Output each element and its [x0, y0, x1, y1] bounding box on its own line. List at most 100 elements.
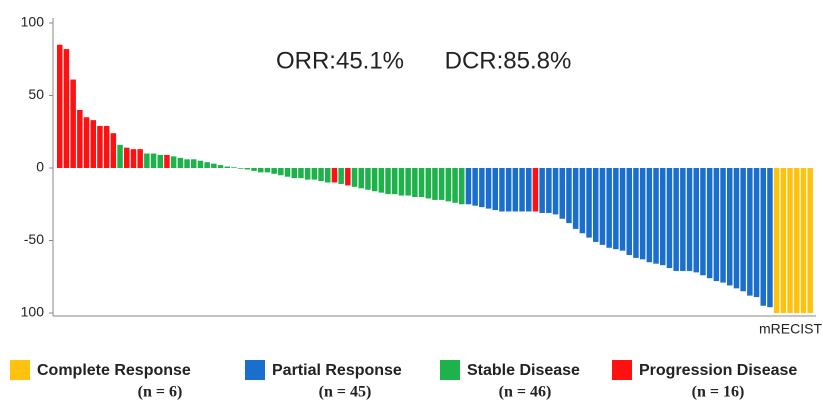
y-tick-label: 100: [21, 14, 45, 30]
bar: [526, 168, 532, 212]
bar: [90, 120, 96, 168]
bar: [298, 168, 304, 179]
bar: [492, 168, 498, 211]
bar: [211, 163, 217, 168]
bar: [626, 168, 632, 255]
legend-label: Stable Disease: [467, 362, 580, 379]
bar: [619, 168, 626, 251]
bar: [512, 168, 519, 212]
bar: [150, 153, 157, 168]
bar: [77, 110, 83, 168]
bar: [83, 117, 90, 168]
bar: [452, 168, 458, 203]
bar: [351, 168, 358, 187]
legend-swatch: [440, 360, 460, 380]
bar: [780, 168, 787, 313]
bar: [673, 168, 679, 271]
bar: [117, 144, 123, 168]
bar: [244, 168, 251, 170]
bar: [164, 154, 170, 168]
y-tick-label: 50: [28, 86, 44, 102]
bar: [338, 168, 344, 184]
bar: [767, 168, 773, 308]
bar: [405, 168, 411, 196]
bar: [392, 168, 398, 195]
bar: [499, 168, 505, 212]
bar: [700, 168, 706, 276]
bar: [539, 168, 545, 213]
bar: [773, 168, 780, 313]
bar: [103, 125, 110, 168]
annotation: ORR:45.1%: [276, 47, 404, 74]
bar: [291, 168, 297, 179]
bar: [124, 147, 130, 168]
bar: [693, 168, 699, 273]
bar: [251, 168, 257, 171]
bar: [425, 168, 431, 199]
bar: [727, 168, 733, 286]
bar: [438, 168, 445, 200]
bar: [680, 168, 686, 271]
bar: [465, 168, 472, 205]
bar: [311, 168, 318, 180]
bar: [720, 168, 726, 283]
bar: [646, 168, 653, 263]
bar: [747, 168, 753, 296]
bar: [345, 168, 351, 186]
bar: [278, 168, 284, 176]
bar: [753, 168, 760, 298]
bar: [519, 168, 525, 212]
bar: [398, 168, 405, 196]
bar: [579, 168, 586, 234]
bar: [586, 168, 592, 238]
bar: [807, 168, 813, 313]
bar: [653, 168, 659, 264]
bar: [479, 168, 485, 208]
bar: [284, 168, 291, 177]
bar: [264, 168, 271, 173]
bar: [331, 168, 338, 183]
bar: [97, 125, 103, 168]
legend-label: Progression Disease: [639, 362, 797, 379]
y-tick-label: -50: [24, 231, 44, 247]
annotation: DCR:85.8%: [445, 47, 572, 74]
bar: [325, 168, 331, 183]
bar: [599, 168, 606, 245]
bar: [63, 49, 70, 168]
bar: [613, 168, 619, 250]
bar: [794, 168, 800, 313]
legend-swatch: [10, 360, 30, 380]
bar: [237, 168, 244, 169]
bar: [660, 168, 666, 266]
bar: [157, 154, 163, 168]
bar: [177, 157, 184, 168]
legend-count: (n = 45): [319, 384, 372, 401]
bar: [197, 160, 204, 168]
bar: [606, 168, 612, 248]
bar: [552, 168, 559, 215]
y-tick-label: 100: [21, 304, 45, 320]
bar: [559, 168, 565, 219]
bar: [217, 165, 224, 168]
bar: [144, 153, 150, 168]
bar: [686, 168, 693, 271]
bar: [787, 168, 793, 313]
bar: [258, 168, 264, 173]
bar: [224, 166, 230, 168]
bar: [459, 168, 465, 205]
bar: [371, 168, 378, 192]
bar: [572, 168, 579, 229]
bar: [170, 156, 177, 168]
bar: [418, 168, 425, 197]
bar: [378, 168, 385, 193]
bar: [304, 168, 311, 180]
bar: [445, 168, 452, 202]
legend-label: Partial Response: [272, 362, 402, 379]
bar: [566, 168, 572, 224]
bar: [472, 168, 478, 206]
bar: [633, 168, 639, 258]
bar: [666, 168, 673, 269]
bar: [800, 168, 807, 313]
bar: [204, 162, 210, 168]
